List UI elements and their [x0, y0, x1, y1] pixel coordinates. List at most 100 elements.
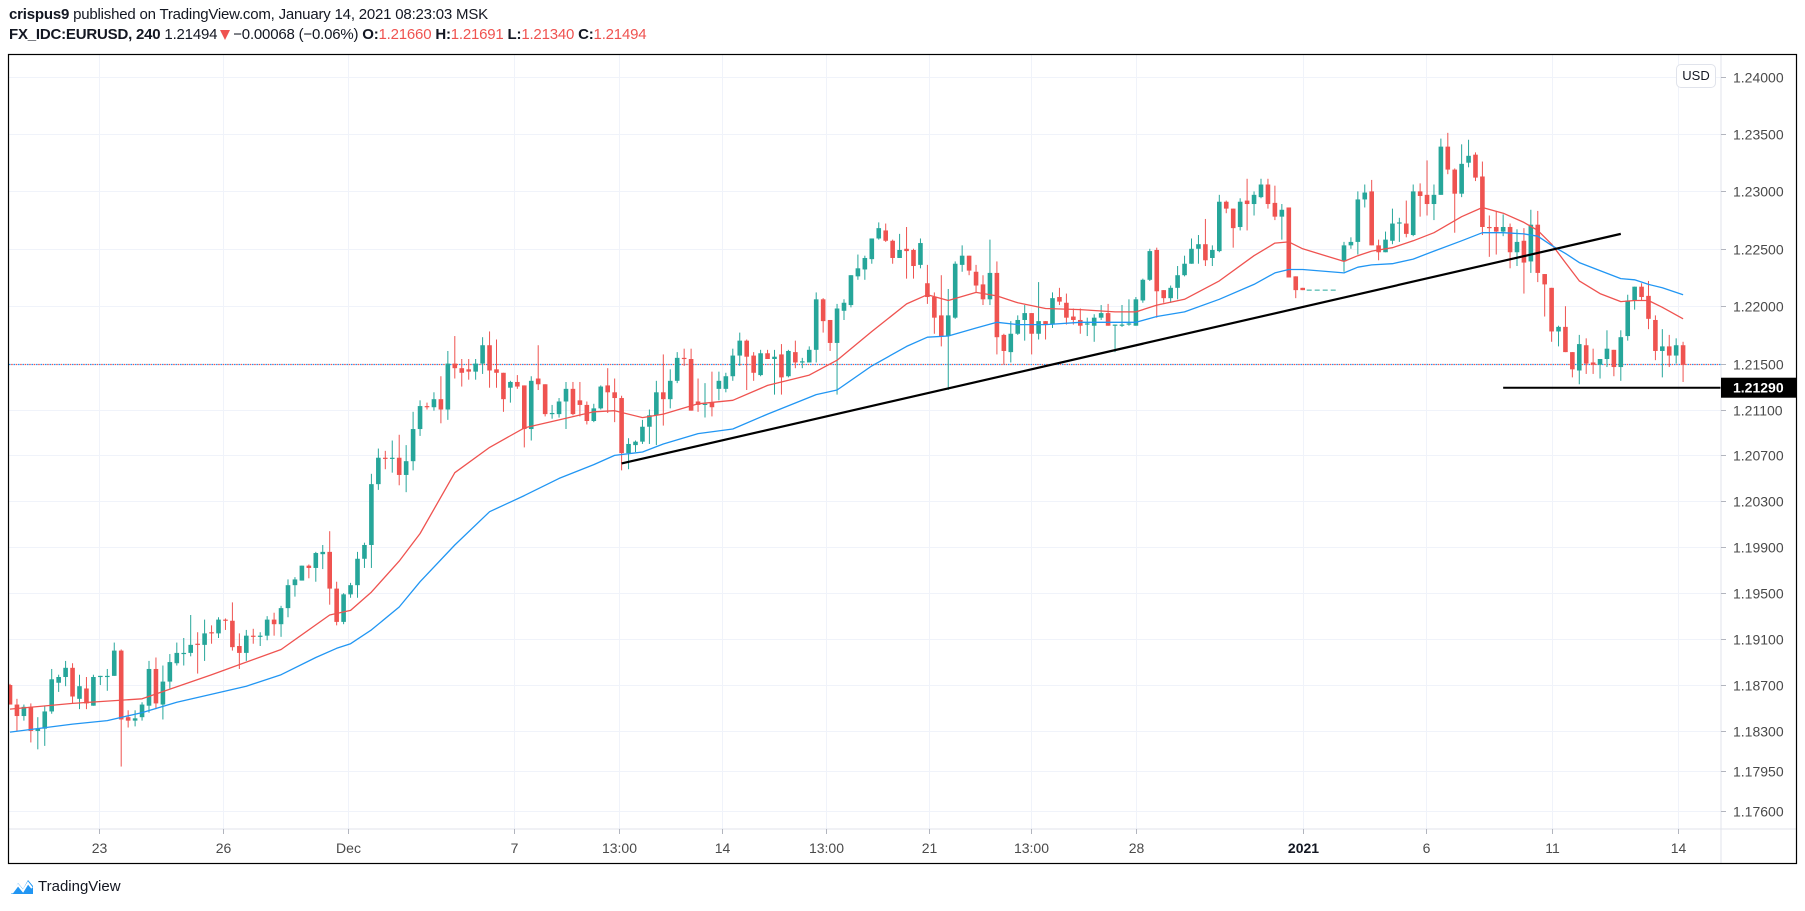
candle[interactable] — [501, 372, 506, 412]
candle[interactable] — [528, 376, 534, 441]
candle[interactable] — [1050, 292, 1055, 329]
candle[interactable] — [674, 352, 680, 384]
candle[interactable] — [1535, 210, 1541, 283]
candle[interactable] — [1348, 237, 1354, 249]
candle[interactable] — [181, 637, 187, 666]
candle[interactable] — [160, 665, 166, 720]
candle[interactable] — [1390, 208, 1395, 245]
candle[interactable] — [306, 564, 312, 579]
candle[interactable] — [1265, 178, 1271, 209]
candle[interactable] — [654, 380, 659, 446]
candle[interactable] — [125, 710, 131, 728]
candle[interactable] — [800, 357, 805, 369]
candle[interactable] — [1549, 287, 1554, 342]
candle[interactable] — [111, 642, 117, 676]
candle[interactable] — [1251, 191, 1257, 216]
candle[interactable] — [612, 378, 617, 423]
candle[interactable] — [1237, 198, 1243, 231]
candle[interactable] — [216, 617, 221, 638]
candle[interactable] — [257, 632, 263, 647]
candle[interactable] — [827, 319, 833, 351]
candle[interactable] — [1244, 178, 1250, 231]
candle[interactable] — [49, 668, 54, 714]
candle[interactable] — [535, 345, 541, 391]
candle[interactable] — [1161, 290, 1166, 303]
candle[interactable] — [862, 255, 868, 280]
candle[interactable] — [1653, 315, 1658, 361]
candle[interactable] — [195, 632, 200, 674]
candle[interactable] — [42, 705, 48, 746]
candle[interactable] — [966, 255, 972, 276]
candle[interactable] — [383, 450, 388, 470]
candle[interactable] — [1258, 178, 1264, 199]
candle[interactable] — [1660, 329, 1665, 378]
candle[interactable] — [1147, 248, 1153, 281]
candle[interactable] — [452, 336, 458, 379]
candle[interactable] — [396, 434, 402, 486]
candle[interactable] — [716, 371, 722, 401]
candle[interactable] — [765, 349, 770, 360]
candle[interactable] — [813, 292, 819, 363]
candle[interactable] — [1397, 217, 1402, 242]
candle[interactable] — [834, 303, 840, 395]
candle[interactable] — [1036, 282, 1041, 340]
candle[interactable] — [438, 376, 444, 424]
candle[interactable] — [1369, 179, 1374, 246]
candle[interactable] — [1071, 308, 1076, 325]
candle[interactable] — [424, 402, 430, 410]
candle[interactable] — [786, 349, 791, 378]
candle[interactable] — [1604, 330, 1610, 368]
candle[interactable] — [793, 340, 798, 369]
candle[interactable] — [487, 331, 492, 388]
candle[interactable] — [299, 565, 305, 581]
candle[interactable] — [549, 404, 555, 419]
candle[interactable] — [1487, 215, 1492, 257]
candle[interactable] — [264, 616, 270, 641]
candle[interactable] — [1583, 338, 1589, 374]
author-name[interactable]: crispus9 — [9, 6, 70, 23]
candle[interactable] — [355, 551, 360, 598]
candle[interactable] — [167, 654, 173, 689]
candle[interactable] — [403, 445, 409, 493]
candle[interactable] — [772, 349, 777, 395]
candle[interactable] — [202, 619, 207, 661]
candle[interactable] — [1473, 152, 1478, 182]
candle[interactable] — [633, 440, 638, 452]
candle[interactable] — [897, 233, 902, 258]
candle[interactable] — [744, 339, 749, 391]
candle[interactable] — [1646, 280, 1651, 330]
candle[interactable] — [466, 359, 471, 380]
candle[interactable] — [688, 348, 694, 411]
candle[interactable] — [494, 339, 499, 388]
candle[interactable] — [118, 649, 124, 767]
candle[interactable] — [105, 668, 110, 691]
candle[interactable] — [473, 359, 478, 380]
candle[interactable] — [1480, 161, 1485, 236]
candle[interactable] — [1230, 208, 1236, 248]
candle[interactable] — [1210, 245, 1215, 267]
candle[interactable] — [890, 239, 895, 264]
candle[interactable] — [980, 275, 986, 306]
candle[interactable] — [647, 409, 652, 444]
candle[interactable] — [695, 378, 701, 412]
candle[interactable] — [1445, 132, 1451, 175]
candle[interactable] — [1570, 352, 1575, 378]
candle[interactable] — [369, 473, 374, 568]
candle[interactable] — [1154, 247, 1160, 318]
candle[interactable] — [21, 704, 27, 721]
candle[interactable] — [1618, 330, 1624, 381]
candle[interactable] — [1673, 338, 1679, 364]
candle[interactable] — [1576, 334, 1582, 385]
candle[interactable] — [327, 531, 332, 605]
candle[interactable] — [1001, 333, 1007, 365]
tradingview-logo[interactable]: TradingView — [10, 877, 121, 895]
candle[interactable] — [250, 628, 256, 644]
candle[interactable] — [591, 403, 597, 423]
candle[interactable] — [1223, 200, 1229, 214]
candle[interactable] — [1507, 223, 1513, 269]
candle[interactable] — [1639, 283, 1644, 301]
candle[interactable] — [417, 400, 423, 436]
candle[interactable] — [77, 674, 82, 710]
candle[interactable] — [1590, 348, 1596, 374]
